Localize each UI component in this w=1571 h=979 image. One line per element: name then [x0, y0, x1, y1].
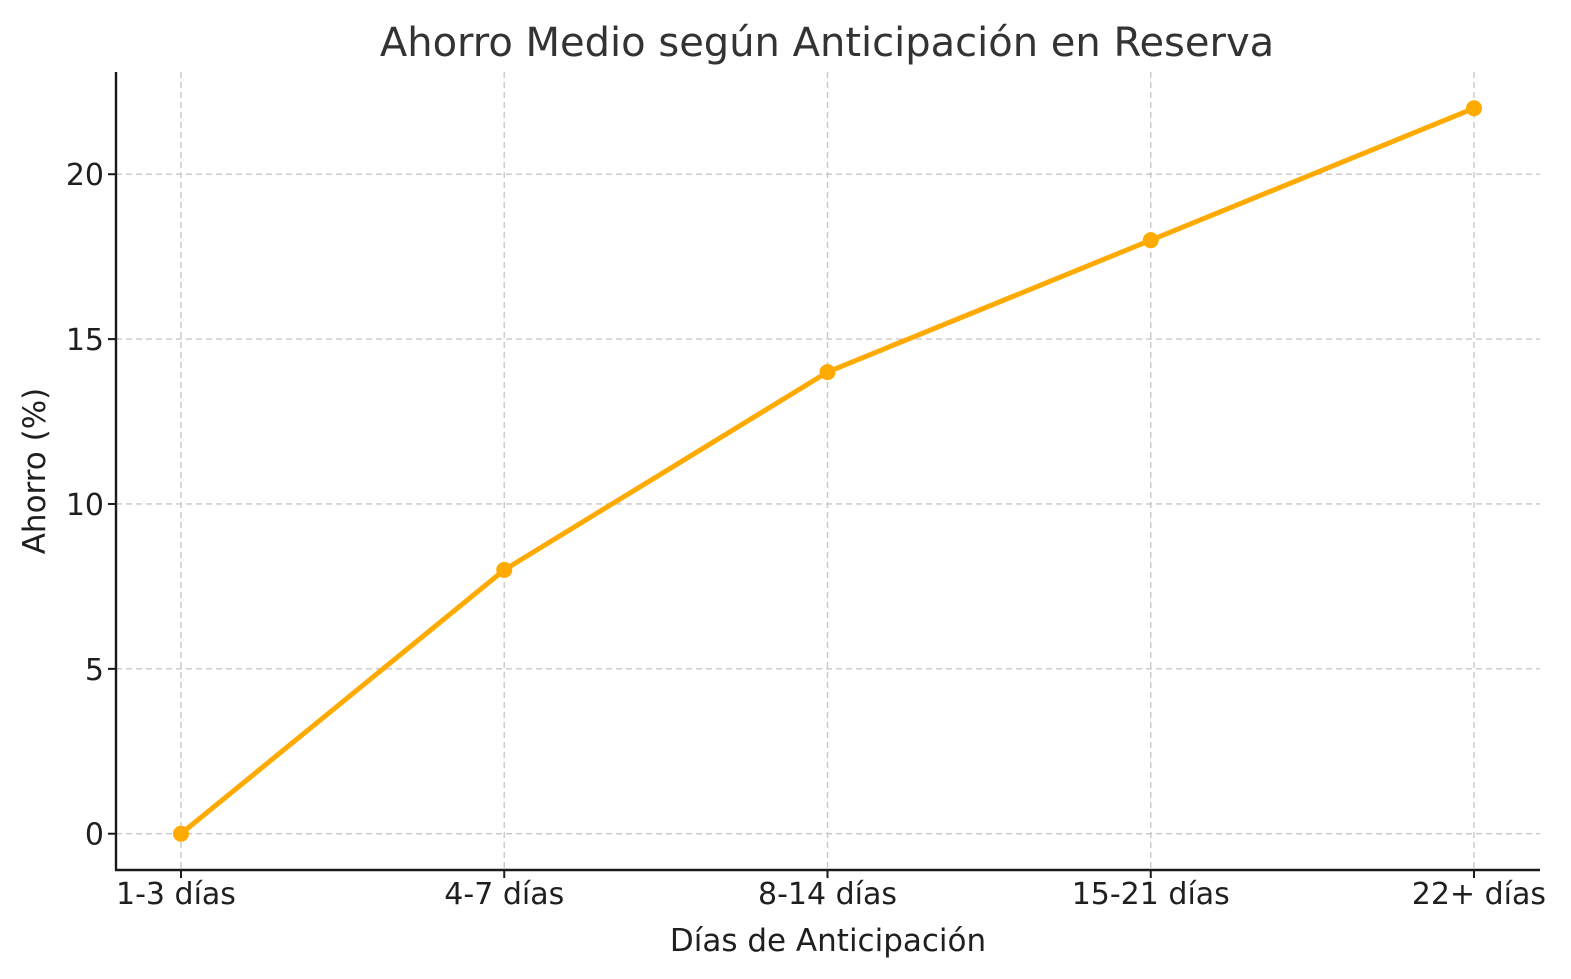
- x-tick-label: 8-14 días: [758, 877, 897, 912]
- grid-lines: [116, 72, 1540, 870]
- x-tick-label: 22+ días: [1412, 877, 1546, 912]
- y-ticks: 0 5 10 15 20: [66, 158, 116, 853]
- axes: [114, 72, 1540, 872]
- y-tick-label: 0: [85, 818, 104, 853]
- x-tick-label: 4-7 días: [444, 877, 564, 912]
- x-tick-label: 1-3 días: [116, 877, 236, 912]
- data-point: [173, 825, 189, 842]
- y-tick-label: 10: [66, 488, 104, 523]
- y-axis-label: Ahorro (%): [17, 388, 53, 555]
- y-tick-label: 20: [66, 158, 104, 193]
- chart-title: Ahorro Medio según Anticipación en Reser…: [380, 20, 1274, 66]
- data-point: [819, 364, 836, 381]
- y-tick-label: 15: [66, 323, 104, 358]
- x-ticks: 1-3 días 4-7 días 8-14 días 15-21 días 22+ d…: [116, 870, 1546, 912]
- x-axis-label: Días de Anticipación: [670, 923, 986, 959]
- y-tick-label: 5: [85, 653, 104, 688]
- data-point: [1142, 232, 1159, 249]
- data-point: [496, 561, 513, 578]
- x-tick-label: 15-21 días: [1072, 877, 1230, 912]
- series: [173, 100, 1482, 842]
- data-point: [1466, 100, 1482, 117]
